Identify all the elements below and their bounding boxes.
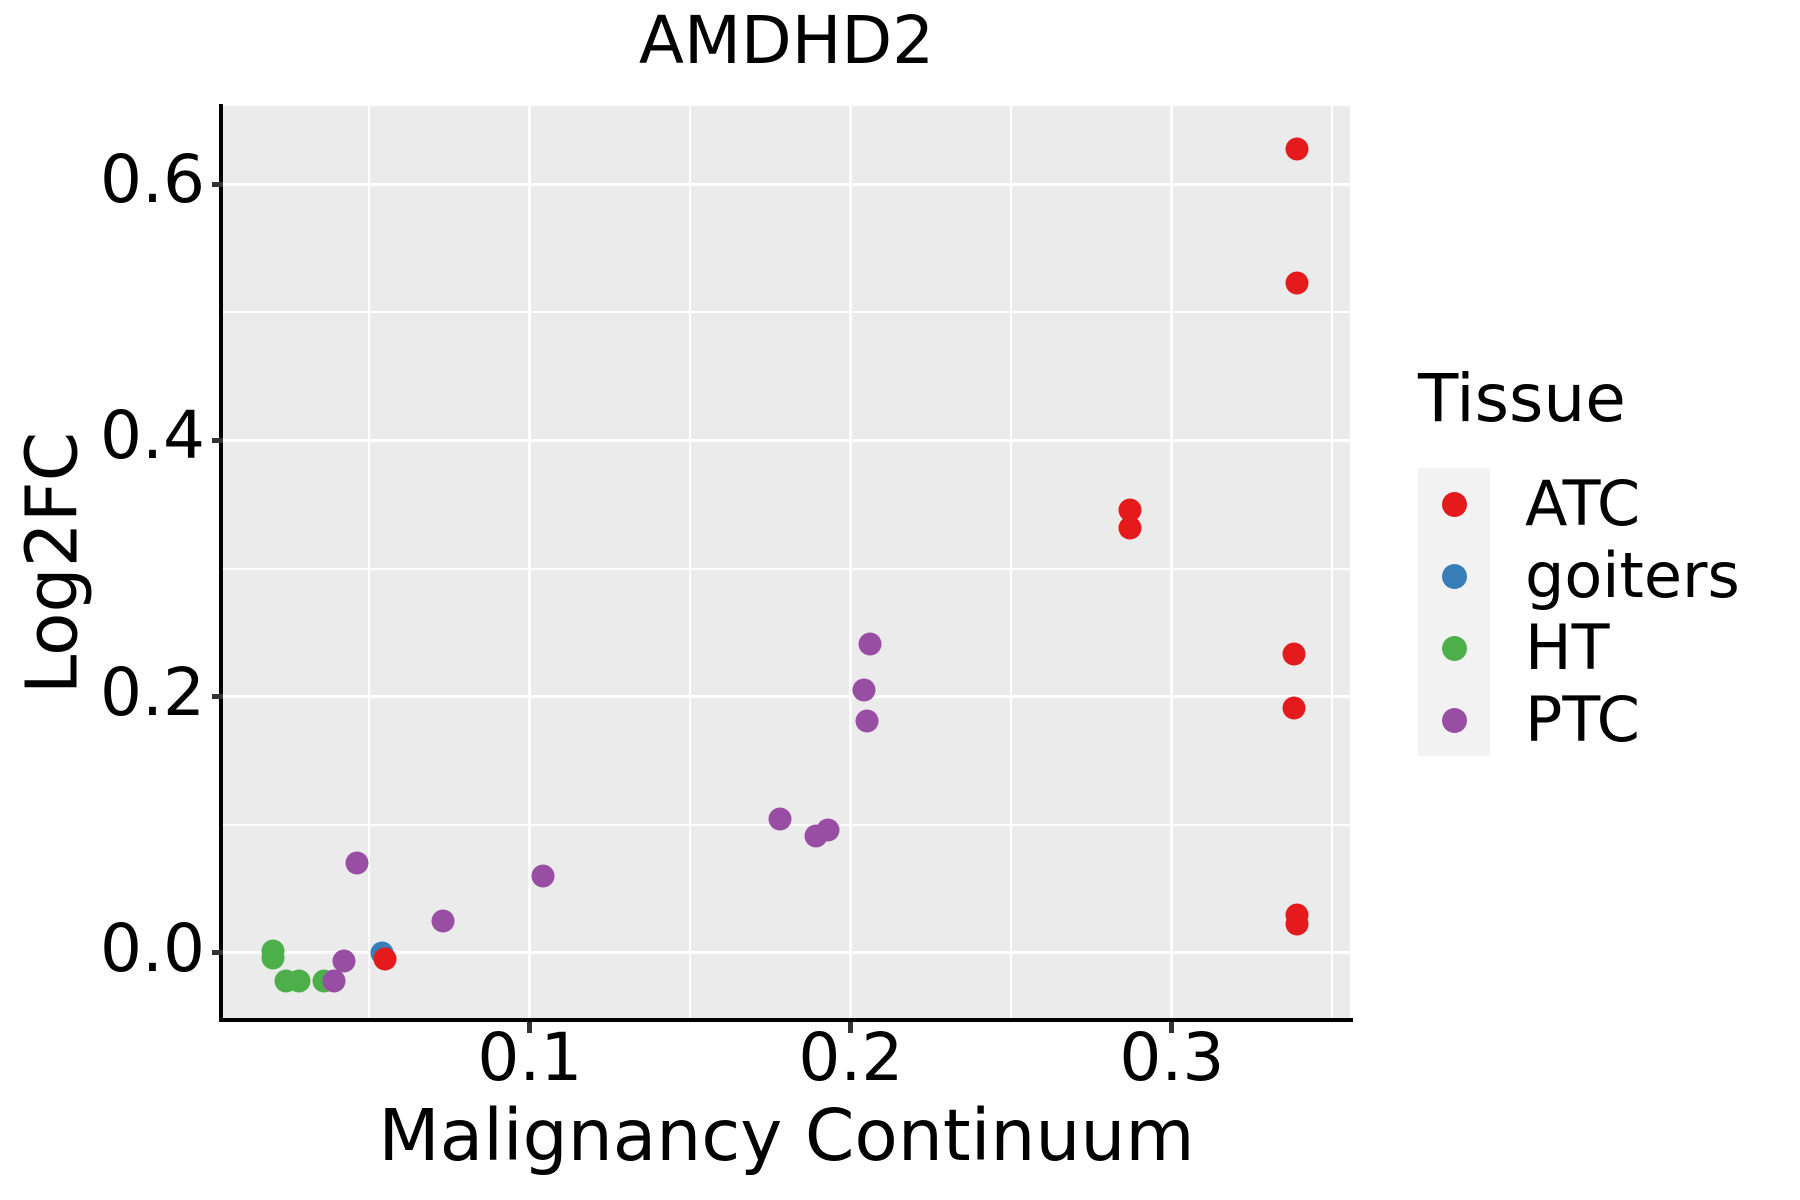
x-minor-gridline (1010, 106, 1013, 1020)
legend-label: ATC (1525, 467, 1641, 540)
data-point-ATC (373, 947, 397, 971)
y-tick-label: 0.0 (100, 909, 205, 987)
data-point-PTC (322, 969, 346, 993)
legend-entry-goiters: goiters (1418, 540, 1740, 612)
legend-key (1418, 684, 1490, 756)
x-minor-gridline (689, 106, 692, 1020)
x-tick-label: 0.2 (798, 1019, 904, 1096)
x-tick-mark (527, 1022, 533, 1033)
x-minor-gridline (1331, 106, 1334, 1020)
legend-label: goiters (1525, 539, 1740, 612)
data-point-ATC (1282, 642, 1306, 666)
x-major-gridline (849, 106, 853, 1020)
data-point-ATC (1118, 516, 1142, 540)
y-axis-title: Log2FC (10, 431, 94, 695)
x-tick-label: 0.1 (477, 1019, 583, 1096)
x-minor-gridline (368, 106, 371, 1020)
x-tick-mark (1169, 1022, 1175, 1033)
data-point-ATC (1282, 696, 1306, 720)
data-point-HT (261, 946, 285, 970)
y-major-gridline (223, 695, 1350, 699)
data-point-PTC (855, 709, 879, 733)
data-point-ATC (1285, 912, 1309, 936)
x-major-gridline (1170, 106, 1174, 1020)
data-point-PTC (768, 807, 792, 831)
y-tick-mark (212, 694, 223, 700)
legend-key (1418, 612, 1490, 684)
plot-panel (223, 106, 1350, 1020)
y-major-gridline (223, 438, 1350, 442)
x-major-gridline (528, 106, 532, 1020)
y-tick-mark (212, 181, 223, 187)
legend-key (1418, 540, 1490, 612)
chart-title: AMDHD2 (638, 2, 935, 79)
legend-label: HT (1525, 611, 1610, 684)
legend-key (1418, 468, 1490, 540)
y-tick-mark (212, 437, 223, 443)
y-major-gridline (223, 182, 1350, 186)
y-minor-gridline (223, 567, 1350, 570)
data-point-ATC (1118, 498, 1142, 522)
data-point-PTC (431, 909, 455, 933)
y-major-gridline (223, 951, 1350, 955)
legend-entry-PTC: PTC (1418, 684, 1640, 756)
data-point-ATC (1285, 271, 1309, 295)
legend-entry-ATC: ATC (1418, 468, 1640, 540)
data-point-ATC (1285, 137, 1309, 161)
legend-dot-icon (1441, 563, 1467, 589)
x-axis-line (219, 1018, 1353, 1022)
legend-dot-icon (1441, 635, 1467, 661)
y-minor-gridline (223, 311, 1350, 314)
y-axis-line (219, 104, 223, 1022)
y-tick-label: 0.4 (100, 397, 205, 475)
legend-title: Tissue (1418, 360, 1626, 437)
data-point-PTC (332, 949, 356, 973)
data-point-PTC (531, 864, 555, 888)
data-point-PTC (345, 851, 369, 875)
x-tick-label: 0.3 (1119, 1019, 1225, 1096)
legend-dot-icon (1441, 707, 1467, 733)
data-point-HT (287, 969, 311, 993)
data-point-PTC (816, 818, 840, 842)
legend-dot-icon (1441, 491, 1467, 517)
x-axis-title: Malignancy Continuum (378, 1094, 1195, 1177)
x-tick-mark (848, 1022, 854, 1033)
y-tick-label: 0.2 (100, 653, 205, 731)
legend-entry-HT: HT (1418, 612, 1610, 684)
legend-label: PTC (1525, 683, 1640, 756)
y-tick-mark (212, 950, 223, 956)
y-tick-label: 0.6 (100, 141, 205, 219)
data-point-PTC (858, 632, 882, 656)
data-point-PTC (852, 678, 876, 702)
